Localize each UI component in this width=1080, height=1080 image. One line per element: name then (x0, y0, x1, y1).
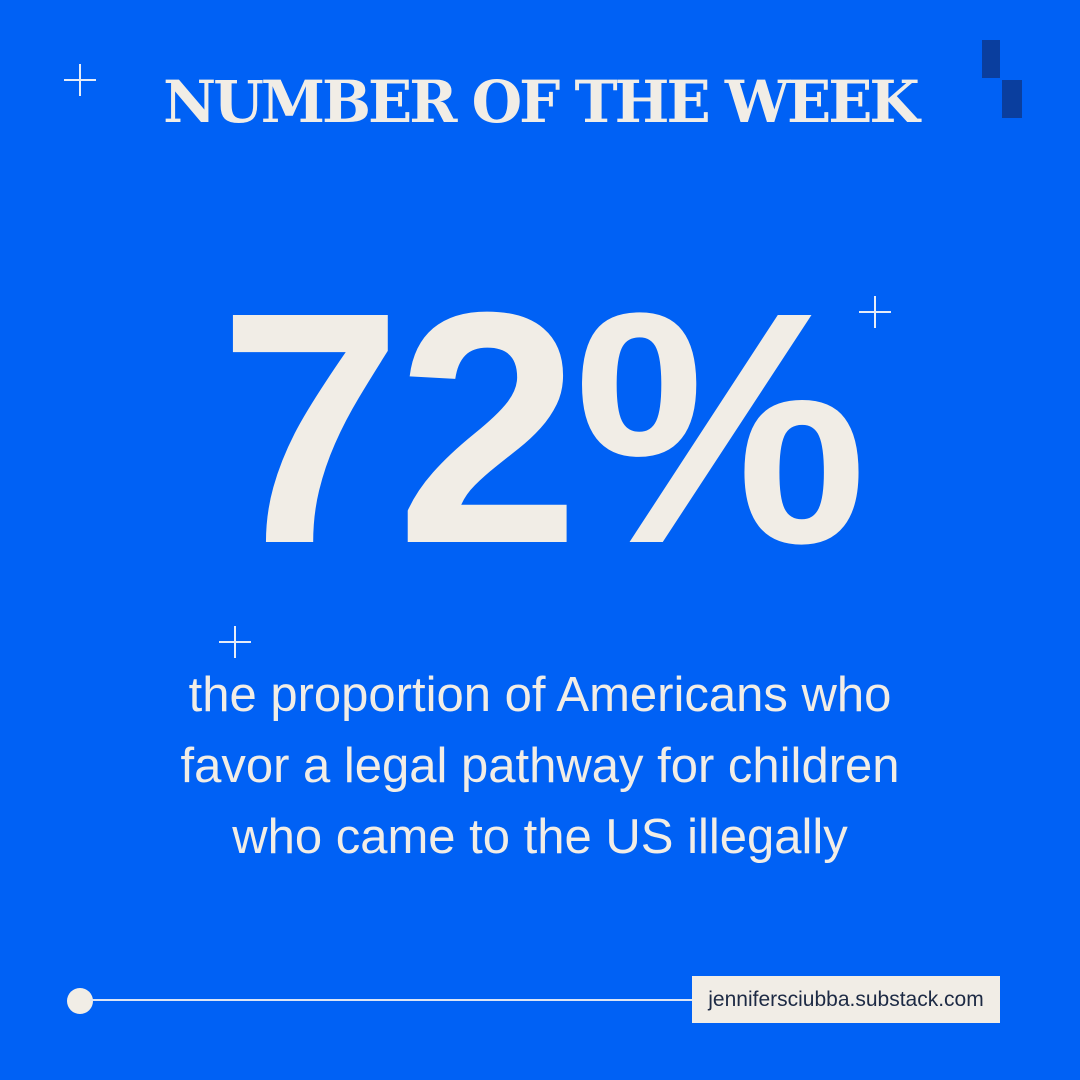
brand-mark-block-bottom (1002, 80, 1022, 118)
stat-description: the proportion of Americans who favor a … (180, 668, 900, 864)
headline-title: NUMBER OF THE WEEK (163, 68, 920, 136)
divider-line (90, 999, 694, 1001)
stat-value: 72% (218, 243, 867, 612)
source-badge[interactable]: jennifersciubba.substack.com (692, 976, 1000, 1023)
brand-mark-icon (980, 40, 1024, 120)
plus-icon (64, 64, 96, 96)
plus-icon (859, 296, 891, 328)
source-url: jennifersciubba.substack.com (708, 987, 984, 1011)
plus-icon (219, 626, 251, 658)
brand-mark-block-top (982, 40, 1000, 78)
circle-dot-icon (67, 988, 93, 1014)
